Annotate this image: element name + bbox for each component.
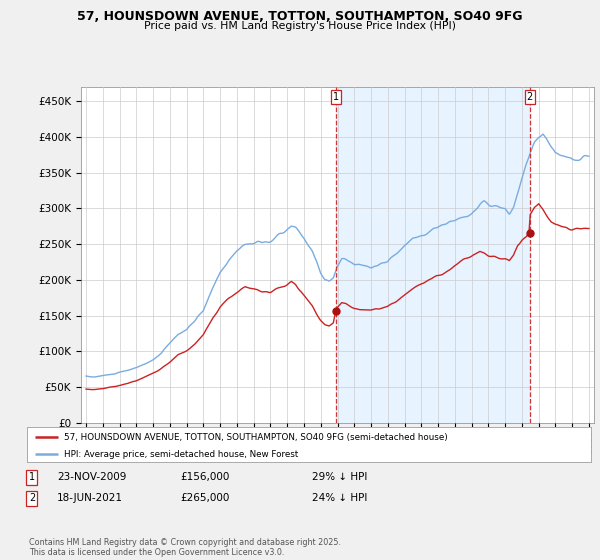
Text: 57, HOUNSDOWN AVENUE, TOTTON, SOUTHAMPTON, SO40 9FG: 57, HOUNSDOWN AVENUE, TOTTON, SOUTHAMPTO… <box>77 10 523 23</box>
Text: HPI: Average price, semi-detached house, New Forest: HPI: Average price, semi-detached house,… <box>64 450 298 459</box>
Text: 1: 1 <box>333 92 339 102</box>
Text: 1: 1 <box>29 472 35 482</box>
Text: Price paid vs. HM Land Registry's House Price Index (HPI): Price paid vs. HM Land Registry's House … <box>144 21 456 31</box>
Text: 57, HOUNSDOWN AVENUE, TOTTON, SOUTHAMPTON, SO40 9FG (semi-detached house): 57, HOUNSDOWN AVENUE, TOTTON, SOUTHAMPTO… <box>64 432 448 441</box>
Text: £265,000: £265,000 <box>180 493 229 503</box>
Text: Contains HM Land Registry data © Crown copyright and database right 2025.
This d: Contains HM Land Registry data © Crown c… <box>29 538 341 557</box>
Text: 24% ↓ HPI: 24% ↓ HPI <box>312 493 367 503</box>
Text: 2: 2 <box>29 493 35 503</box>
Text: 2: 2 <box>526 92 533 102</box>
Text: £156,000: £156,000 <box>180 472 229 482</box>
Text: 23-NOV-2009: 23-NOV-2009 <box>57 472 127 482</box>
Text: 29% ↓ HPI: 29% ↓ HPI <box>312 472 367 482</box>
Bar <box>336 87 530 423</box>
Text: 18-JUN-2021: 18-JUN-2021 <box>57 493 123 503</box>
